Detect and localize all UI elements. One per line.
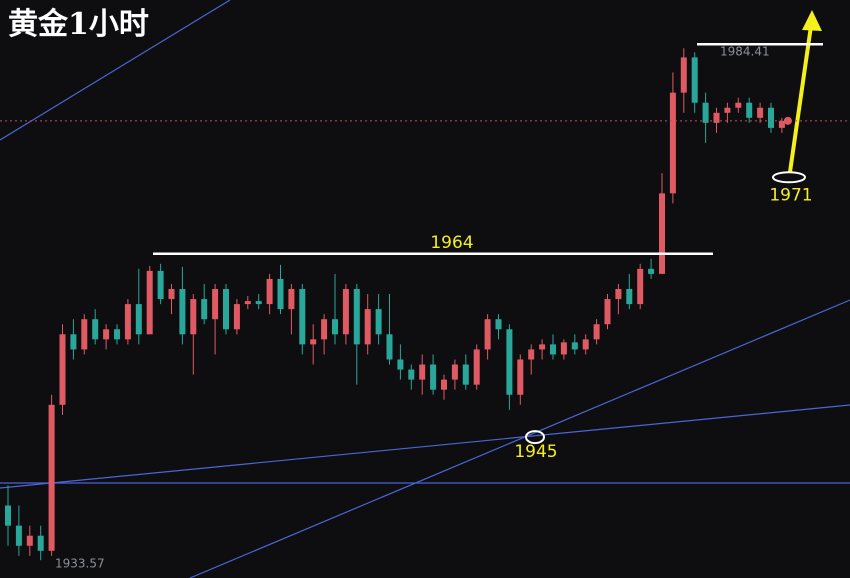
- candles: [5, 48, 785, 561]
- candle-body: [157, 270, 164, 300]
- candle-body: [757, 107, 764, 118]
- candle-body: [593, 324, 600, 340]
- arrow: [788, 25, 813, 173]
- candle-body: [713, 112, 720, 123]
- candle-body: [386, 334, 393, 360]
- trend-line: [189, 299, 850, 578]
- candle-body: [539, 344, 546, 350]
- candle-body: [419, 364, 426, 380]
- candle-body: [408, 369, 415, 380]
- candle-body: [517, 359, 524, 395]
- candle-body: [560, 342, 567, 355]
- candle-body: [277, 278, 284, 310]
- candle-body: [375, 309, 382, 335]
- candle-body: [691, 57, 698, 103]
- candle-body: [473, 349, 480, 385]
- candle-body: [201, 299, 208, 320]
- candle-body: [5, 505, 11, 526]
- arrow-head: [802, 10, 822, 31]
- candle-body: [604, 299, 611, 325]
- candle-body: [212, 289, 219, 320]
- candle-body: [103, 329, 110, 340]
- candle-body: [114, 329, 120, 340]
- candle-body: [659, 193, 665, 274]
- target-label: 1971: [769, 185, 812, 205]
- candle-body: [735, 102, 742, 108]
- candle-body: [615, 289, 622, 300]
- candle-body: [582, 339, 589, 350]
- candle-body: [550, 344, 556, 355]
- trend-line: [0, 404, 850, 489]
- candle-body: [266, 278, 273, 305]
- high-label: 1984.41: [720, 45, 770, 59]
- candle-body: [48, 404, 55, 551]
- candle-body: [495, 319, 502, 330]
- candle-body: [778, 120, 785, 128]
- candle-body: [168, 289, 175, 300]
- candle-body: [669, 92, 676, 194]
- candle-body: [680, 57, 687, 93]
- price-dot: [783, 116, 792, 125]
- support-marker: [525, 430, 545, 445]
- candle-body: [462, 364, 469, 385]
- candle-body: [37, 535, 44, 551]
- candle-body: [441, 379, 447, 390]
- candle-body: [135, 304, 142, 335]
- candle-body: [637, 268, 644, 305]
- candle-body: [648, 268, 655, 274]
- trend-line: [0, 0, 231, 141]
- candle-body: [124, 304, 131, 340]
- candle-body: [146, 270, 153, 335]
- candle-body: [506, 329, 513, 395]
- candle-body: [244, 301, 251, 305]
- candle-body: [746, 102, 753, 118]
- candle-body: [397, 359, 404, 370]
- chart-title: 黄金1小时: [8, 7, 149, 42]
- candle-body: [724, 107, 731, 113]
- candle-body: [310, 339, 317, 345]
- resistance-label: 1964: [430, 233, 473, 253]
- candle-body: [451, 364, 458, 380]
- target-marker: [772, 171, 806, 184]
- candle-body: [190, 299, 197, 335]
- candle-body: [321, 319, 328, 340]
- candle-body: [332, 319, 338, 335]
- candle-body: [288, 289, 295, 310]
- candle-body: [233, 304, 240, 330]
- candle-body: [342, 289, 349, 335]
- candle-body: [364, 309, 371, 345]
- candle-body: [223, 289, 229, 330]
- candle-body: [768, 107, 774, 128]
- low-label: 1933.57: [55, 557, 105, 571]
- candle-body: [26, 535, 33, 546]
- candle-body: [430, 364, 437, 390]
- candle-body: [81, 319, 88, 350]
- candle-body: [15, 525, 22, 546]
- support-label: 1945: [514, 442, 557, 462]
- candle-body: [70, 334, 77, 350]
- candle-body: [179, 289, 186, 335]
- candle-body: [299, 289, 306, 345]
- candle-body: [571, 342, 578, 350]
- candle-body: [353, 289, 360, 345]
- candle-body: [484, 319, 491, 350]
- candle-body: [528, 349, 535, 360]
- candle-body: [702, 102, 709, 123]
- candle-body: [59, 334, 66, 405]
- candle-body: [92, 319, 99, 340]
- candle-body: [626, 289, 633, 305]
- candle-body: [255, 301, 262, 305]
